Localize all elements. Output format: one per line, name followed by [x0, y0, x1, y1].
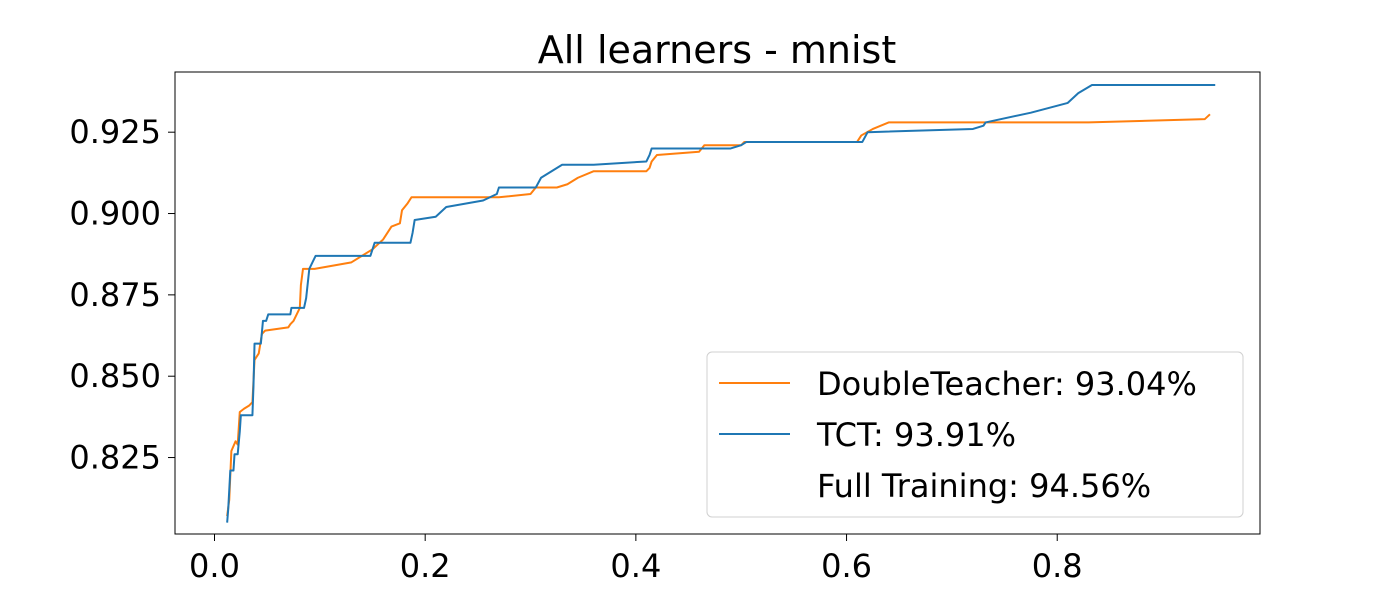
legend-entry: TCT: 93.91%: [816, 416, 1016, 454]
x-axis: 0.0 0.2 0.4 0.6 0.8: [189, 534, 1083, 585]
series-lines: [226, 84, 1216, 523]
y-tick-label: 0.900: [69, 195, 161, 233]
legend: DoubleTeacher: 93.04% TCT: 93.91% Full Tra…: [706, 351, 1244, 518]
x-tick-label: 0.0: [189, 547, 240, 585]
y-tick-label: 0.825: [69, 439, 161, 477]
x-tick-label: 0.8: [1032, 547, 1083, 585]
legend-box: [706, 351, 1244, 518]
y-tick-label: 0.850: [69, 357, 161, 395]
legend-entry: DoubleTeacher: 93.04%: [817, 365, 1197, 403]
x-tick-label: 0.2: [400, 547, 451, 585]
y-tick-label: 0.875: [69, 276, 161, 314]
series-line-tct: [226, 84, 1216, 523]
x-tick-label: 0.6: [821, 547, 872, 585]
y-axis: 0.825 0.850 0.875 0.900 0.925: [69, 113, 175, 477]
x-tick-label: 0.4: [610, 547, 661, 585]
chart-title: All learners - mnist: [538, 28, 896, 72]
y-tick-label: 0.925: [69, 113, 161, 151]
legend-entry: Full Training: 94.56%: [817, 467, 1151, 505]
